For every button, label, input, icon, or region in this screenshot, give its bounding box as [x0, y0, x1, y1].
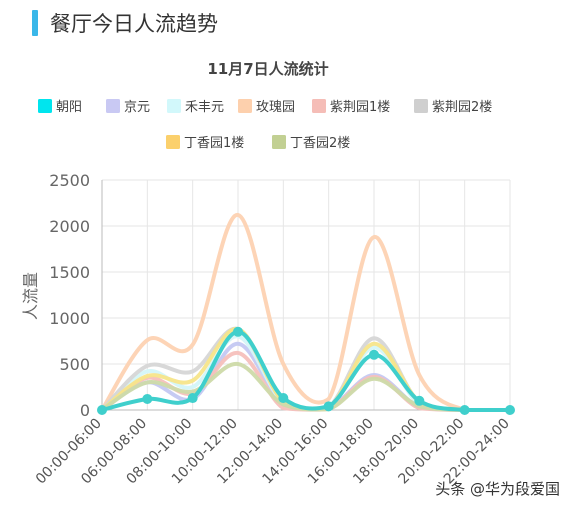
legend-item[interactable]: 禾丰元	[167, 99, 224, 115]
x-axis: 00:00-06:0006:00-08:0008:00-10:0010:00-1…	[33, 409, 513, 487]
legend-item[interactable]: 紫荆园1楼	[312, 99, 390, 115]
legend-item[interactable]: 朝阳	[38, 99, 82, 115]
series-3	[100, 212, 512, 412]
legend-swatch	[106, 99, 120, 113]
legend-label: 丁香园2楼	[290, 136, 350, 151]
series-line	[100, 212, 512, 412]
page-title: 餐厅今日人流趋势	[50, 12, 218, 36]
legend-label: 紫荆园1楼	[330, 99, 390, 115]
legend-item[interactable]: 玫瑰园	[238, 99, 295, 115]
legend-swatch	[166, 135, 180, 149]
series-line	[100, 329, 512, 412]
y-tick-label: 1000	[49, 309, 90, 328]
legend-item[interactable]: 京元	[106, 99, 150, 115]
data-point	[97, 405, 107, 415]
data-point	[187, 393, 198, 404]
legend-swatch	[272, 135, 286, 149]
legend-swatch	[167, 99, 181, 113]
chart-series	[97, 212, 515, 415]
data-point	[233, 326, 243, 337]
data-point	[414, 395, 425, 406]
data-point	[505, 405, 515, 415]
data-point	[459, 405, 470, 415]
y-axis-label: 人流量	[21, 272, 40, 320]
y-axis: 0 500 1000 1500 2000 2500	[49, 171, 103, 420]
chart-title: 11月7日人流统计	[207, 60, 328, 78]
legend-label: 京元	[124, 100, 150, 115]
legend-swatch	[312, 99, 326, 113]
data-point	[323, 401, 334, 412]
legend-label: 禾丰元	[185, 100, 224, 115]
page-header: 餐厅今日人流趋势	[22, 4, 562, 38]
legend-label: 朝阳	[56, 100, 82, 115]
data-point	[369, 349, 379, 360]
watermark-text: 头条 @华为段爱国	[435, 480, 560, 498]
y-tick-label: 0	[80, 401, 90, 420]
y-tick-label: 2500	[49, 171, 90, 190]
data-point	[142, 393, 153, 404]
data-point	[278, 393, 289, 404]
legend-item[interactable]: 丁香园2楼	[272, 135, 350, 151]
y-tick-label: 500	[59, 355, 90, 374]
legend-label: 玫瑰园	[256, 99, 295, 115]
legend-label: 紫荆园2楼	[432, 99, 492, 115]
y-tick-label: 2000	[49, 217, 90, 236]
legend-label: 丁香园1楼	[184, 136, 244, 151]
legend-swatch	[238, 99, 252, 113]
y-tick-label: 1500	[49, 263, 90, 282]
legend-item[interactable]: 丁香园1楼	[166, 135, 244, 151]
legend-swatch	[414, 99, 428, 113]
series-0	[97, 326, 515, 415]
legend-swatch	[38, 99, 52, 113]
header-accent-bar	[32, 10, 38, 36]
legend-item[interactable]: 紫荆园2楼	[414, 99, 492, 115]
